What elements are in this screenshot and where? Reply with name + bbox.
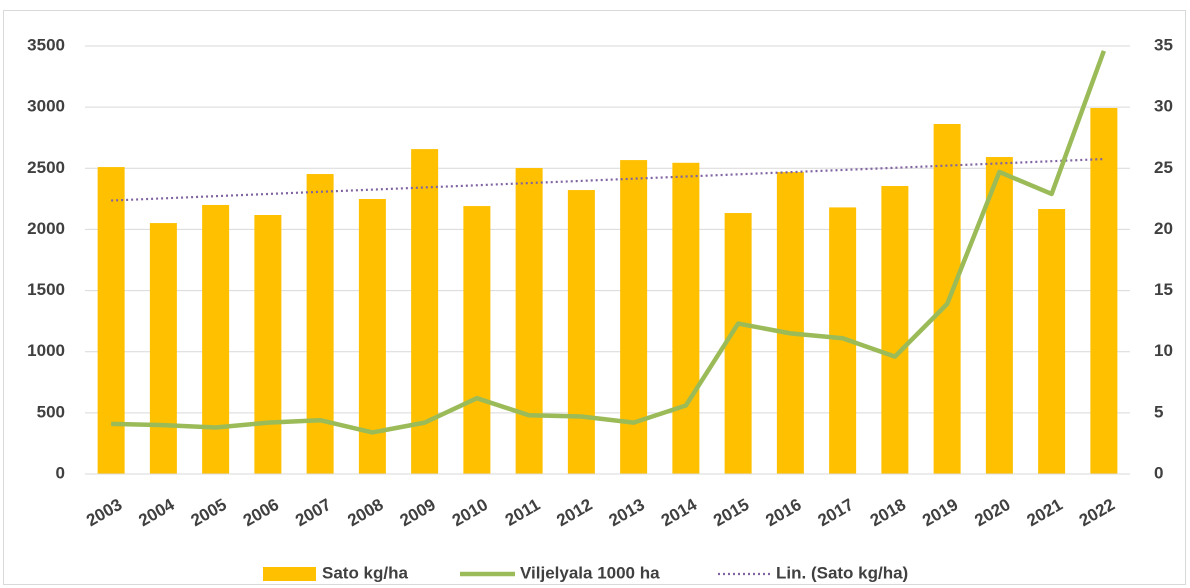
bar: [306, 174, 334, 474]
y2-tick-label: 0: [1154, 463, 1163, 482]
y2-tick-label: 20: [1154, 219, 1173, 238]
bar: [1090, 107, 1118, 475]
bar: [567, 190, 595, 475]
bar: [881, 186, 909, 474]
y2-tick-label: 30: [1154, 97, 1173, 116]
y-tick-label: 2500: [27, 158, 65, 177]
y2-tick-label: 35: [1154, 35, 1173, 54]
y-tick-label: 3500: [27, 35, 65, 54]
y-tick-label: 500: [37, 402, 65, 421]
bar: [149, 223, 177, 474]
bar: [202, 204, 230, 474]
legend-swatch: [263, 567, 316, 581]
bar: [463, 206, 491, 474]
line-series: [111, 50, 1106, 435]
y2-tick-label: 25: [1154, 158, 1173, 177]
y-tick-label: 2000: [27, 219, 65, 238]
y-tick-label: 1500: [27, 280, 65, 299]
y-tick-label: 0: [56, 463, 65, 482]
legend-label: Lin. (Sato kg/ha): [776, 563, 908, 582]
bar: [515, 168, 543, 474]
y2-tick-label: 15: [1154, 280, 1173, 299]
legend-label: Viljelyala 1000 ha: [520, 563, 660, 582]
y-tick-label: 1000: [27, 341, 65, 360]
legend-label: Sato kg/ha: [322, 563, 409, 582]
trendline: [111, 157, 1104, 202]
y2-tick-label: 5: [1154, 402, 1163, 421]
bar: [985, 157, 1013, 474]
y-tick-label: 3000: [27, 97, 65, 116]
bar: [672, 162, 700, 475]
bar: [254, 214, 282, 475]
bar: [724, 213, 752, 474]
bar: [620, 160, 648, 474]
y2-tick-label: 10: [1154, 341, 1173, 360]
bar: [776, 172, 804, 474]
bar: [1038, 209, 1066, 475]
bar: [97, 167, 125, 474]
